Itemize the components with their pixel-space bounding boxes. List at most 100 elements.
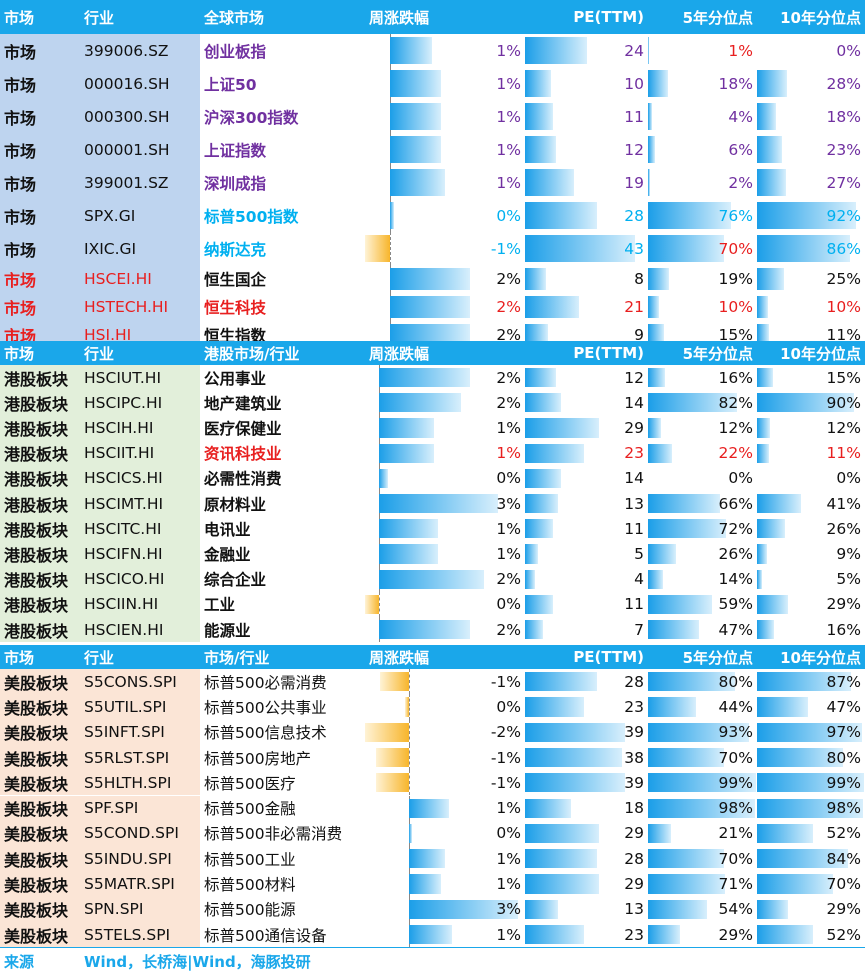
- column-header-label: 10年分位点: [780, 8, 861, 27]
- weekly-change-bar: [378, 544, 439, 564]
- data-row: 港股板块 HSCIIT.HI 资讯科技业 1% 23 22% 11%: [0, 440, 865, 466]
- index-code: HSCIPC.HI: [80, 390, 200, 416]
- pct10y-value: 16%: [826, 620, 861, 639]
- pct10y-cell: 10%: [757, 293, 865, 321]
- pct10y-bar: [757, 798, 863, 818]
- index-name: 深圳成指: [204, 174, 267, 193]
- pct5y-value: 82%: [718, 393, 753, 412]
- pct10y-value: 11%: [826, 326, 861, 344]
- pct5y-cell: 26%: [648, 541, 757, 566]
- pe-cell: 24: [525, 34, 648, 67]
- pct10y-cell: 15%: [757, 365, 865, 390]
- index-code: HSCIFN.HI: [80, 541, 200, 567]
- pe-bar: [525, 37, 587, 64]
- pct10y-cell: 92%: [757, 199, 865, 232]
- weekly-change-bar: [408, 925, 453, 945]
- weekly-change-cell: 2%: [365, 321, 525, 349]
- pct5y-cell: 93%: [648, 720, 757, 745]
- section-header-row: 市场 行业 港股市场/行业 周涨跌幅 PE(TTM) 5年分位点 10年分位点: [0, 341, 865, 365]
- pct5y-bar: [648, 136, 655, 163]
- pe-cell: 28: [525, 199, 648, 232]
- pct10y-bar: [757, 368, 774, 388]
- pct5y-value: 72%: [718, 519, 753, 538]
- pe-cell: 13: [525, 897, 648, 922]
- weekly-change-cell: 1%: [365, 133, 525, 166]
- data-row: 市场 000016.SH 上证50 1% 10 18% 28%: [0, 67, 865, 100]
- pe-cell: 5: [525, 541, 648, 566]
- index-name: 创业板指: [204, 42, 267, 61]
- weekly-change-cell: 2%: [365, 390, 525, 416]
- pe-bar: [525, 544, 538, 564]
- data-row: 市场 399006.SZ 创业板指 1% 24 1% 0%: [0, 34, 865, 67]
- pct5y-bar: [648, 368, 666, 388]
- weekly-change-bar: [375, 747, 409, 768]
- pct10y-cell: 26%: [757, 516, 865, 541]
- column-header: 5年分位点: [648, 0, 757, 34]
- index-code: HSTECH.HI: [80, 293, 200, 321]
- pct10y-value: 0%: [836, 469, 861, 488]
- pct10y-cell: 0%: [757, 466, 865, 491]
- pe-bar: [525, 849, 597, 869]
- pe-cell: 14: [525, 466, 648, 491]
- column-header-label: 5年分位点: [682, 8, 753, 27]
- pct5y-bar: [648, 544, 677, 564]
- weekly-change-cell: 1%: [365, 166, 525, 199]
- pe-value: 12: [624, 368, 644, 387]
- index-code: HSCIMT.HI: [80, 491, 200, 517]
- pe-value: 18: [624, 799, 644, 818]
- pct10y-cell: 52%: [757, 821, 865, 846]
- pct5y-cell: 18%: [648, 67, 757, 100]
- market-label: 美股板块: [0, 744, 80, 771]
- pct10y-bar: [757, 544, 767, 564]
- pe-cell: 14: [525, 390, 648, 415]
- weekly-change-bar: [378, 368, 471, 388]
- pct10y-value: 15%: [826, 368, 861, 387]
- pct5y-cell: 70%: [648, 745, 757, 770]
- weekly-change-value: 1%: [496, 173, 521, 192]
- weekly-change-bar: [408, 899, 518, 919]
- pct5y-bar: [648, 823, 671, 844]
- pe-value: 29: [624, 875, 644, 894]
- pct10y-cell: 0%: [757, 34, 865, 67]
- pct5y-bar: [648, 103, 653, 130]
- pct5y-cell: 6%: [648, 133, 757, 166]
- pe-value: 11: [624, 595, 644, 614]
- index-name: 必需性消费: [204, 470, 282, 489]
- index-code: HSCIIT.HI: [80, 440, 200, 466]
- pct5y-cell: 12%: [648, 415, 757, 440]
- pe-bar: [525, 899, 559, 919]
- market-label: 港股板块: [0, 566, 80, 592]
- market-label: 市场: [0, 34, 80, 67]
- weekly-change-cell: -1%: [365, 232, 525, 265]
- pct5y-bar: [648, 37, 650, 64]
- market-label: 市场: [0, 166, 80, 199]
- pct10y-bar: [757, 70, 788, 97]
- pe-cell: 29: [525, 821, 648, 846]
- weekly-change-cell: 0%: [365, 694, 525, 720]
- weekly-change-value: 1%: [496, 140, 521, 159]
- market-label: 美股板块: [0, 770, 80, 796]
- market-label: 市场: [0, 265, 80, 293]
- pe-value: 11: [624, 519, 644, 538]
- pct10y-bar: [757, 594, 789, 614]
- index-name: 原材料业: [204, 495, 267, 514]
- data-row: 市场 IXIC.GI 纳斯达克 -1% 43 70% 86%: [0, 232, 865, 265]
- pct10y-bar: [757, 418, 770, 438]
- pct5y-bar: [648, 519, 727, 539]
- column-header: 周涨跌幅: [365, 0, 525, 34]
- pct5y-value: 0%: [728, 469, 753, 488]
- data-row: 市场 HSCEI.HI 恒生国企 2% 8 19% 25%: [0, 265, 865, 293]
- zero-axis: [408, 719, 411, 745]
- weekly-change-bar: [365, 722, 409, 742]
- pct5y-value: 4%: [728, 107, 753, 126]
- pct10y-bar: [757, 296, 768, 318]
- pe-bar: [525, 393, 561, 413]
- column-header: PE(TTM): [525, 341, 648, 365]
- data-row: 美股板块 S5UTIL.SPI 标普500公共事业 0% 23 44% 47%: [0, 694, 865, 720]
- column-header: 5年分位点: [648, 645, 757, 669]
- weekly-change-bar: [390, 136, 441, 163]
- pct5y-value: 1%: [728, 41, 753, 60]
- pe-value: 4: [634, 570, 644, 589]
- weekly-change-value: 2%: [496, 570, 521, 589]
- index-code: HSCIEN.HI: [80, 617, 200, 643]
